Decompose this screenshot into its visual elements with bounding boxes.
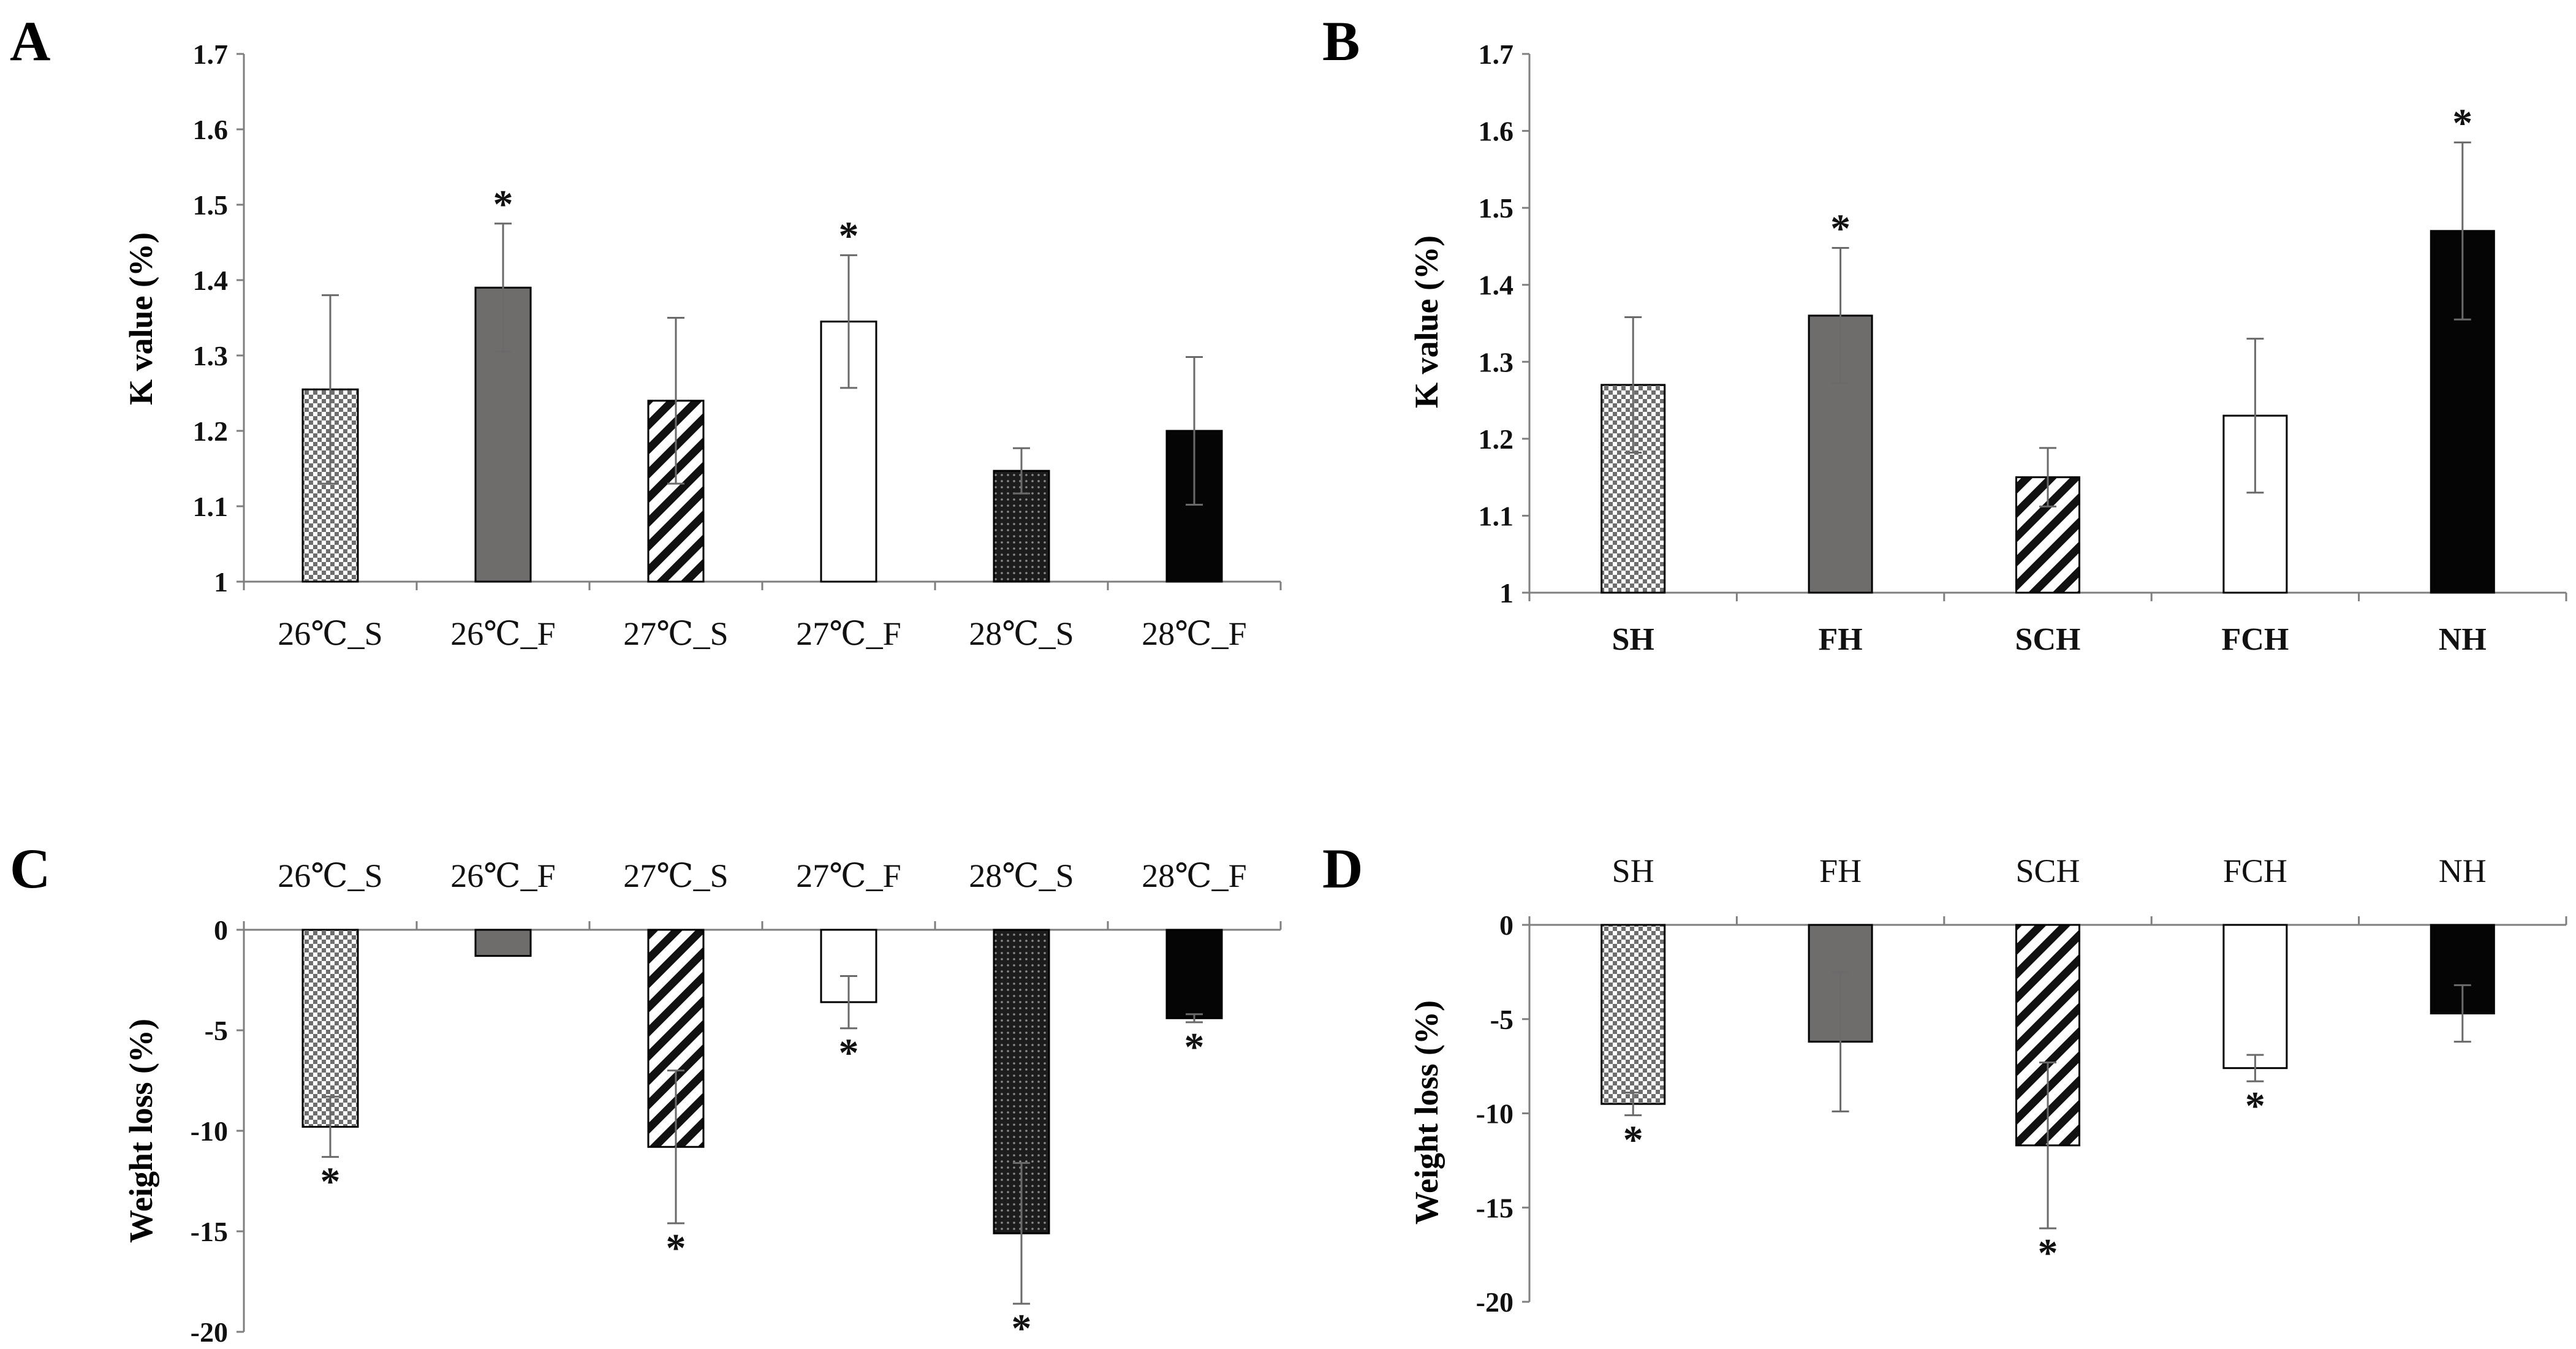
x-category-label: 27℃_S bbox=[623, 857, 728, 894]
significance-marker: * bbox=[2452, 101, 2472, 145]
y-tick-label: 0 bbox=[214, 914, 228, 946]
panel-letter-d: D bbox=[1322, 837, 1363, 900]
y-tick-label: 1.6 bbox=[1479, 116, 1514, 147]
x-category-label: 27℃_F bbox=[796, 857, 901, 894]
panel-c-weight-loss-temperature: Weight loss (%) 0 -5 -10 -15 -20 * 26℃_S 26℃_F *… bbox=[123, 857, 1282, 1349]
y-tick-label: 1.7 bbox=[1479, 39, 1514, 70]
x-category-label: 26℃_S bbox=[278, 615, 382, 652]
y-axis-label: Weight loss (%) bbox=[1408, 1000, 1445, 1225]
y-tick-label: 1.5 bbox=[1479, 192, 1514, 224]
y-tick-label: 1.4 bbox=[193, 265, 229, 296]
y-tick-label: 1.3 bbox=[1479, 346, 1514, 378]
y-tick-label: -5 bbox=[205, 1015, 228, 1046]
y-tick-label: 1.5 bbox=[193, 189, 229, 221]
x-category-label: 28℃_F bbox=[1142, 857, 1246, 894]
significance-marker: * bbox=[493, 182, 513, 227]
y-axis-label: K value (%) bbox=[1408, 235, 1445, 408]
significance-marker: * bbox=[2245, 1084, 2265, 1128]
y-tick-label: -15 bbox=[1476, 1192, 1513, 1223]
significance-marker: * bbox=[1184, 1025, 1205, 1070]
bar-c-5 bbox=[1165, 929, 1223, 1019]
x-category-label: FH bbox=[1818, 622, 1862, 657]
x-category-label: SCH bbox=[2015, 853, 2080, 889]
bar-c-0 bbox=[301, 929, 359, 1128]
x-category-label: 28℃_S bbox=[969, 857, 1074, 894]
y-tick-label: 1 bbox=[214, 566, 228, 598]
x-category-label: 28℃_F bbox=[1142, 615, 1246, 652]
y-tick-label: 1.2 bbox=[1479, 424, 1514, 455]
y-axis-label: Weight loss (%) bbox=[123, 1019, 159, 1243]
panel-a-k-value-temperature: K value (%) 1 1.1 1.2 1.3 1.4 1.5 1.6 1.7 26℃_S *… bbox=[123, 39, 1282, 652]
y-tick-label: -5 bbox=[1490, 1004, 1513, 1035]
bar-b-1 bbox=[1808, 314, 1873, 594]
significance-marker: * bbox=[1012, 1306, 1032, 1349]
y-tick-label: 0 bbox=[1499, 910, 1513, 941]
x-category-label: SCH bbox=[2015, 622, 2081, 657]
y-tick-label: -20 bbox=[191, 1317, 228, 1348]
x-category-label: 26℃_F bbox=[450, 857, 555, 894]
bar-c-1 bbox=[474, 929, 532, 957]
significance-marker: * bbox=[1623, 1118, 1643, 1163]
x-category-label: FCH bbox=[2222, 622, 2289, 657]
x-category-label: 27℃_S bbox=[623, 615, 728, 652]
significance-marker: * bbox=[839, 1031, 859, 1076]
y-tick-label: -10 bbox=[191, 1115, 228, 1147]
y-tick-label: -10 bbox=[1476, 1098, 1513, 1130]
bar-d-0 bbox=[1601, 924, 1666, 1105]
significance-marker: * bbox=[666, 1226, 686, 1271]
significance-marker: * bbox=[839, 213, 859, 258]
y-axis-label: K value (%) bbox=[123, 232, 159, 405]
x-category-label: FCH bbox=[2223, 853, 2287, 889]
y-tick-label: 1.4 bbox=[1479, 270, 1514, 301]
y-tick-label: 1.1 bbox=[193, 491, 229, 522]
panel-letter-c: C bbox=[10, 837, 50, 900]
x-category-label: 27℃_F bbox=[796, 615, 901, 652]
x-category-label: NH bbox=[2439, 622, 2487, 657]
significance-marker: * bbox=[1830, 206, 1851, 251]
x-category-label: NH bbox=[2439, 853, 2487, 889]
y-tick-label: 1.3 bbox=[193, 340, 229, 371]
y-tick-label: 1 bbox=[1499, 577, 1513, 609]
y-tick-label: -20 bbox=[1476, 1286, 1513, 1318]
significance-marker: * bbox=[320, 1160, 341, 1204]
x-category-label: 26℃_S bbox=[278, 857, 382, 894]
significance-marker: * bbox=[2038, 1231, 2058, 1275]
x-category-label: FH bbox=[1819, 853, 1862, 889]
bar-d-3 bbox=[2222, 924, 2288, 1070]
y-tick-label: 1.1 bbox=[1479, 500, 1514, 531]
x-category-label: SH bbox=[1612, 622, 1654, 657]
panel-letter-a: A bbox=[10, 10, 50, 72]
panel-letter-b: B bbox=[1322, 10, 1360, 72]
panel-b-k-value-treatment: K value (%) 1 1.1 1.2 1.3 1.4 1.5 1.6 1.7 SH * FH S… bbox=[1408, 39, 2567, 657]
x-category-label: SH bbox=[1612, 853, 1654, 889]
y-tick-label: -15 bbox=[191, 1216, 228, 1247]
y-tick-label: 1.7 bbox=[193, 39, 229, 70]
panel-d-weight-loss-treatment: Weight loss (%) 0 -5 -10 -15 -20 * SH FH * SCH * FC… bbox=[1408, 853, 2567, 1318]
x-category-label: 28℃_S bbox=[969, 615, 1074, 652]
y-tick-label: 1.6 bbox=[193, 114, 229, 145]
x-category-label: 26℃_F bbox=[450, 615, 555, 652]
y-tick-label: 1.2 bbox=[193, 416, 229, 447]
